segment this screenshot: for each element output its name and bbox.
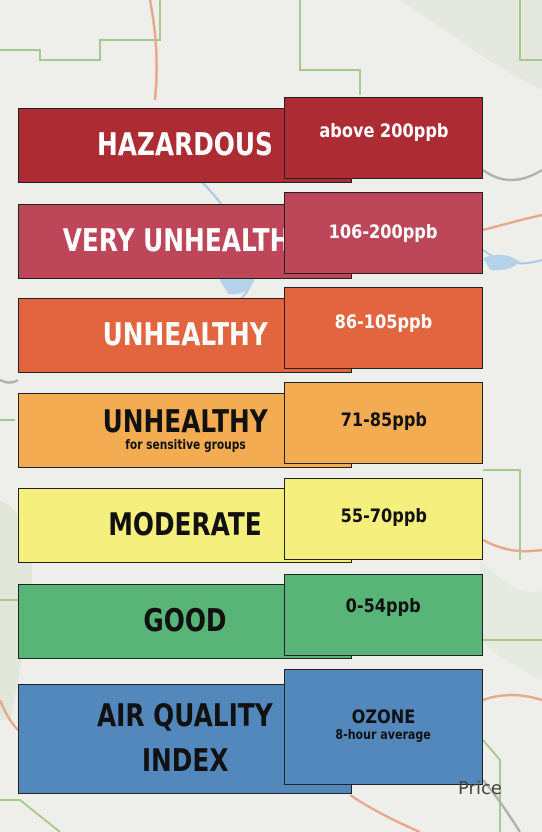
- aqi-index-measure-text: OZONE: [351, 706, 416, 728]
- aqi-moderate-range-text: 55-70ppb: [340, 505, 427, 527]
- aqi-sensitive-range: 71-85ppb: [284, 382, 483, 464]
- aqi-very-unhealthy-range: 106-200ppb: [284, 192, 483, 274]
- aqi-index-measure: OZONE 8-hour average: [284, 669, 483, 785]
- aqi-index-line2: INDEX: [141, 743, 229, 779]
- aqi-good-range: 0-54ppb: [284, 574, 483, 656]
- aqi-unhealthy-range: 86-105ppb: [284, 287, 483, 369]
- aqi-hazardous-range-text: above 200ppb: [318, 120, 449, 142]
- aqi-sensitive-subtext: for sensitive groups: [124, 438, 246, 454]
- aqi-very-unhealthy-text: VERY UNHEALTHY: [62, 223, 308, 259]
- aqi-unhealthy-range-text: 86-105ppb: [334, 311, 433, 333]
- aqi-very-unhealthy-range-text: 106-200ppb: [329, 221, 438, 243]
- aqi-hazardous-text: HAZARDOUS: [97, 127, 273, 163]
- aqi-good-range-text: 0-54ppb: [345, 595, 422, 617]
- aqi-moderate-range: 55-70ppb: [284, 478, 483, 560]
- aqi-sensitive-text: UNHEALTHY: [102, 404, 268, 441]
- aqi-sensitive-range-text: 71-85ppb: [340, 409, 427, 431]
- aqi-moderate-text: MODERATE: [108, 507, 262, 543]
- aqi-good-text: GOOD: [143, 603, 227, 639]
- aqi-unhealthy-text: UNHEALTHY: [102, 317, 268, 353]
- aqi-index-measure-subtext: 8-hour average: [335, 728, 432, 743]
- aqi-hazardous-range: above 200ppb: [284, 97, 483, 179]
- map-place-label: Price: [458, 778, 502, 799]
- aqi-index-line1: AIR QUALITY: [97, 698, 273, 734]
